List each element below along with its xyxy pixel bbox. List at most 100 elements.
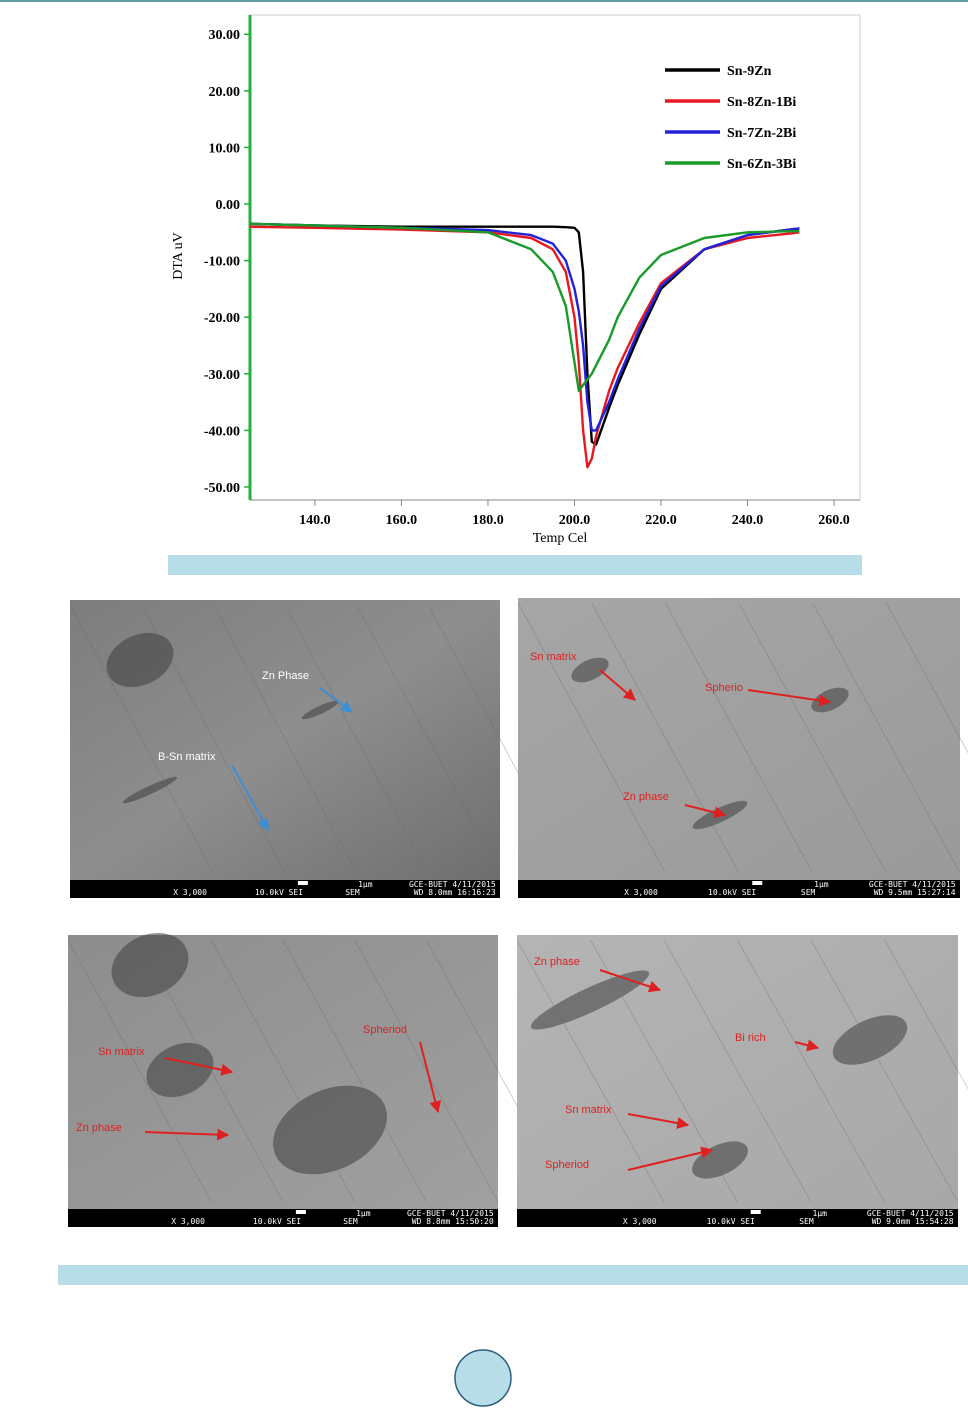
- legend-label: Sn-7Zn-2Bi: [727, 126, 796, 141]
- legend-label: Sn-9Zn: [727, 64, 772, 79]
- sem-scratch: [810, 939, 959, 1203]
- sem-footer-text: GCE-BUET 4/11/2015: [409, 880, 496, 889]
- sem-scratch: [67, 939, 212, 1203]
- sem-footer-text: 10.0kV SEI: [707, 1217, 755, 1226]
- sem-scratch: [591, 602, 740, 874]
- sem-footer: [70, 880, 500, 898]
- annotation-label: Sn matrix: [98, 1046, 145, 1058]
- scale-bar: [297, 881, 308, 885]
- scale-bar: [295, 1210, 306, 1214]
- sem-footer-text: GCE-BUET 4/11/2015: [869, 880, 956, 889]
- sem-footer-text: 1μm: [356, 1209, 371, 1218]
- caption-bar: [168, 555, 862, 575]
- legend-label: Sn-6Zn-3Bi: [727, 157, 796, 172]
- sem-feature: [106, 632, 174, 688]
- annotation-arrow: [319, 687, 353, 713]
- sem-footer-text: 1μm: [814, 880, 829, 889]
- sem-scratch: [282, 939, 427, 1203]
- series-line: [249, 222, 800, 432]
- x-tick-label: 240.0: [732, 513, 764, 528]
- sem-footer-text: X 3,000: [623, 1217, 657, 1226]
- y-tick-label: -50.00: [204, 481, 240, 496]
- annotation-arrow: [794, 1039, 820, 1052]
- annotation-arrow: [419, 1041, 442, 1114]
- y-tick-label: -30.00: [204, 368, 240, 383]
- y-axis-label: DTA uV: [171, 232, 186, 280]
- page-number-badge: [454, 1349, 512, 1407]
- annotation-label: Zn phase: [76, 1122, 122, 1134]
- sem-footer: [68, 1209, 498, 1227]
- sem-scratch: [284, 604, 429, 874]
- sem-footer-text: SEM: [345, 888, 360, 897]
- y-tick-label: 30.00: [209, 28, 241, 43]
- sem-scratch: [356, 604, 501, 874]
- sem-footer-text: WD 8.8mm 15:50:20: [412, 1217, 494, 1226]
- y-tick-label: -10.00: [204, 255, 240, 270]
- sem-feature: [530, 970, 650, 1030]
- series-line: [249, 225, 800, 469]
- sem-footer-text: 10.0kV SEI: [255, 888, 303, 897]
- sem-scratch: [516, 939, 665, 1203]
- sem-footer-text: X 3,000: [173, 888, 207, 897]
- annotation-label: Spherio: [705, 682, 743, 694]
- annotation-arrow: [747, 689, 832, 707]
- sem-scratch: [738, 602, 887, 874]
- sem-footer-text: WD 9.5mm 15:27:14: [874, 888, 956, 897]
- sem-scratch: [69, 604, 214, 874]
- sem-scratch: [211, 939, 355, 1203]
- x-tick-label: 200.0: [559, 513, 591, 528]
- y-tick-label: -40.00: [204, 424, 240, 439]
- scale-bar: [752, 881, 763, 885]
- annotation-label: Zn Phase: [262, 670, 309, 682]
- annotation-label: Sn matrix: [530, 651, 577, 663]
- annotation-arrow: [164, 1057, 234, 1076]
- sem-scratch: [665, 602, 813, 874]
- sem-footer-text: SEM: [343, 1217, 358, 1226]
- sem-image: 1μm GCE-BUET 4/11/2015 X 3,000 10.0kV SEI SE…: [516, 935, 968, 1227]
- annotation-arrow: [627, 1113, 690, 1129]
- sem-feature: [146, 1042, 214, 1098]
- sem-scratch: [812, 602, 961, 874]
- sem-scratch: [517, 602, 666, 874]
- annotation-label: Sn matrix: [565, 1104, 612, 1116]
- sem-footer-text: X 3,000: [171, 1217, 205, 1226]
- annotation-arrow: [599, 969, 662, 993]
- annotation-label: Zn phase: [534, 956, 580, 968]
- annotation-arrow: [684, 804, 727, 819]
- sem-footer: [518, 880, 960, 898]
- sem-scratch: [663, 939, 812, 1203]
- sem-footer-text: 10.0kV SEI: [253, 1217, 301, 1226]
- sem-feature: [111, 932, 189, 998]
- x-tick-label: 260.0: [818, 513, 850, 528]
- legend-label: Sn-8Zn-1Bi: [727, 95, 796, 110]
- sem-footer-text: 10.0kV SEI: [708, 888, 756, 897]
- sem-feature: [571, 657, 609, 683]
- sem-image: 1μm GCE-BUET 4/11/2015 X 3,000 10.0kV SEI SE…: [67, 932, 570, 1227]
- sem-scratch: [139, 939, 284, 1203]
- sem-feature: [832, 1015, 908, 1065]
- sem-scratch: [884, 939, 968, 1090]
- annotation-label: Spheriod: [545, 1159, 589, 1171]
- annotation-label: Spheriod: [363, 1024, 407, 1036]
- annotation-arrow: [231, 764, 269, 832]
- annotation-arrow: [627, 1146, 714, 1171]
- sem-scratch: [886, 602, 968, 754]
- sem-image: 1μm GCE-BUET 4/11/2015 X 3,000 10.0kV SEI SE…: [69, 600, 572, 898]
- y-tick-label: 20.00: [209, 85, 241, 100]
- sem-footer-text: GCE-BUET 4/11/2015: [867, 1209, 954, 1218]
- sem-feature: [301, 700, 339, 720]
- sem-footer-text: 1μm: [358, 880, 373, 889]
- sem-footer-text: X 3,000: [624, 888, 658, 897]
- y-tick-label: -20.00: [204, 311, 240, 326]
- x-axis-label: Temp Cel: [533, 531, 588, 546]
- series-line: [249, 222, 800, 446]
- sem-scratch: [737, 939, 885, 1203]
- caption-bar: [58, 1265, 968, 1285]
- scale-bar: [750, 1210, 761, 1214]
- sem-scratch: [213, 604, 357, 874]
- x-tick-label: 140.0: [299, 513, 331, 528]
- series-line: [249, 222, 800, 392]
- sem-footer-text: GCE-BUET 4/11/2015: [407, 1209, 494, 1218]
- sem-feature: [122, 776, 178, 804]
